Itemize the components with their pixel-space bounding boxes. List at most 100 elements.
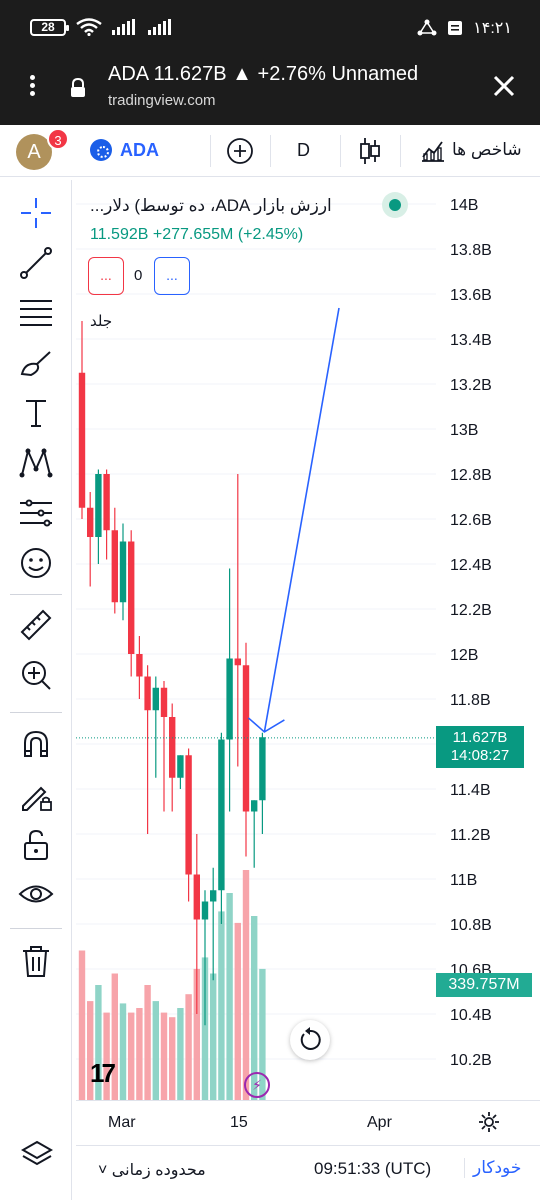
price-axis-label: 10.2B [450,1052,492,1069]
candle-body [242,665,250,812]
price-axis-label: 13B [450,422,478,439]
bar-countdown: 14:08:27 [450,747,510,764]
candle-body [259,737,266,801]
magnet-icon[interactable] [17,726,55,764]
price-axis-label: 12.2B [450,602,492,619]
candle-body [103,474,110,531]
indicator-count: 0 [134,267,143,284]
page-title: ADA 11.627B ▲ +2.76% Unnamed [108,63,419,85]
volume-bar [95,985,102,1100]
volume-bar [128,1012,135,1100]
chevron-down-icon: ˅ [98,1162,108,1179]
battery-icon: 28 [30,18,69,36]
volume-bar [169,1017,176,1100]
unlock-icon[interactable] [17,826,55,864]
candle-body [78,372,86,508]
indicators-label: شاخص ها [452,140,522,159]
layers-icon[interactable] [20,1138,54,1172]
volume-bar [111,973,118,1100]
market-status-icon[interactable] [382,192,408,218]
price-axis-label: 12B [450,647,478,664]
bottom-bar: محدوده زمانی ˅ 09:51:33 (UTC) خودکار [76,1145,540,1200]
zoom-in-icon[interactable] [17,656,55,694]
menu-icon[interactable] [22,72,42,102]
candle-type-icon[interactable] [358,136,382,166]
price-axis-label: 12.6B [450,512,492,529]
candle-body [218,739,225,891]
candle-body [210,890,217,902]
candle-body [152,687,159,711]
volume-bar [259,968,266,1100]
volume-bar [136,1008,143,1100]
trash-icon[interactable] [17,942,55,980]
gear-icon[interactable] [478,1111,500,1133]
price-axis-label: 11.8B [450,692,491,709]
indicator-menu-button[interactable]: ... [88,257,124,295]
compare-plus-icon[interactable] [226,137,254,165]
chart-pane[interactable]: 14B 13.8B 13.6B 13.4B 13.2B 13B 12.8B 12.6B 12.4… [76,180,540,1100]
lock-icon[interactable] [70,78,86,98]
candle-body [234,658,241,666]
volume-bar [193,968,200,1100]
price-axis-label: 14B [450,197,478,214]
price-axis-label: 10.8B [450,917,492,934]
pattern-icon[interactable] [17,444,55,482]
trend-line-icon[interactable] [17,244,55,282]
eye-icon[interactable] [17,876,55,914]
signal-icon-2 [148,19,171,35]
message-icon [448,21,463,35]
lock-drawings-icon[interactable] [17,776,55,814]
candle-body [160,687,168,717]
utc-time[interactable]: 09:51:33 (UTC) [314,1159,432,1178]
prediction-icon[interactable] [17,494,55,532]
fib-retracement-icon[interactable] [17,294,55,332]
date-range-label: محدوده زمانی [111,1162,206,1179]
volume-bar [185,994,192,1100]
volume-bar [234,922,241,1100]
price-plot[interactable]: 14B 13.8B 13.6B 13.4B 13.2B 13B 12.8B 12.6B 12.4… [76,180,540,1100]
auto-scale-button[interactable]: خودکار [464,1158,521,1178]
volume-bar [87,1001,94,1100]
x-label-15: 15 [230,1114,248,1131]
status-bar: 28 ۱۴:۲۱ [0,0,540,50]
browser-bar: ADA 11.627B ▲ +2.76% Unnamed tradingview… [0,50,540,125]
reset-chart-icon[interactable] [290,1020,330,1060]
drawing-toolbar [0,180,72,1200]
page-url[interactable]: tradingview.com [108,92,216,109]
candle-body [201,901,209,920]
candle-body [251,800,258,812]
time-axis[interactable]: Mar 15 Apr [76,1100,540,1145]
indicators-button[interactable]: شاخص ها [420,137,522,163]
symbol-selector[interactable]: ADA [90,139,159,161]
crosshair-icon[interactable] [17,194,55,232]
avatar[interactable]: A [16,134,52,170]
emoji-icon[interactable] [17,544,55,582]
brush-icon[interactable] [17,344,55,382]
candle-body [226,658,233,740]
candle-body [119,541,127,603]
candle-body [111,530,118,603]
legend-change: +277.655M (+2.45%) [152,226,304,243]
volume-bar [103,1012,110,1100]
close-icon[interactable] [488,70,520,102]
bolt-icon[interactable]: ⚡ [244,1072,270,1098]
drawn-arrow-line [263,307,340,733]
candle-body [95,474,102,537]
price-axis-label: 12.8B [450,467,492,484]
volume-bar [201,957,209,1100]
interval-selector[interactable]: D [297,140,310,160]
price-axis-label: 13.2B [450,377,492,394]
indicator-options-button[interactable]: ... [154,257,190,295]
volume-bar [160,1012,168,1100]
legend-symbol-name[interactable]: ...ده توسط) دلار ،ADA ارزش بازار [90,196,332,215]
ruler-icon[interactable] [17,606,55,644]
volume-bar [218,911,225,1100]
candle-body [177,755,184,778]
tradingview-logo[interactable]: 17 [90,1058,116,1088]
volume-bar [144,985,151,1100]
price-axis-label: 13.6B [450,287,492,304]
date-range-selector[interactable]: محدوده زمانی ˅ [98,1160,206,1180]
signal-icon [112,19,135,35]
notification-badge: 3 [47,128,69,150]
text-icon[interactable] [17,394,55,432]
